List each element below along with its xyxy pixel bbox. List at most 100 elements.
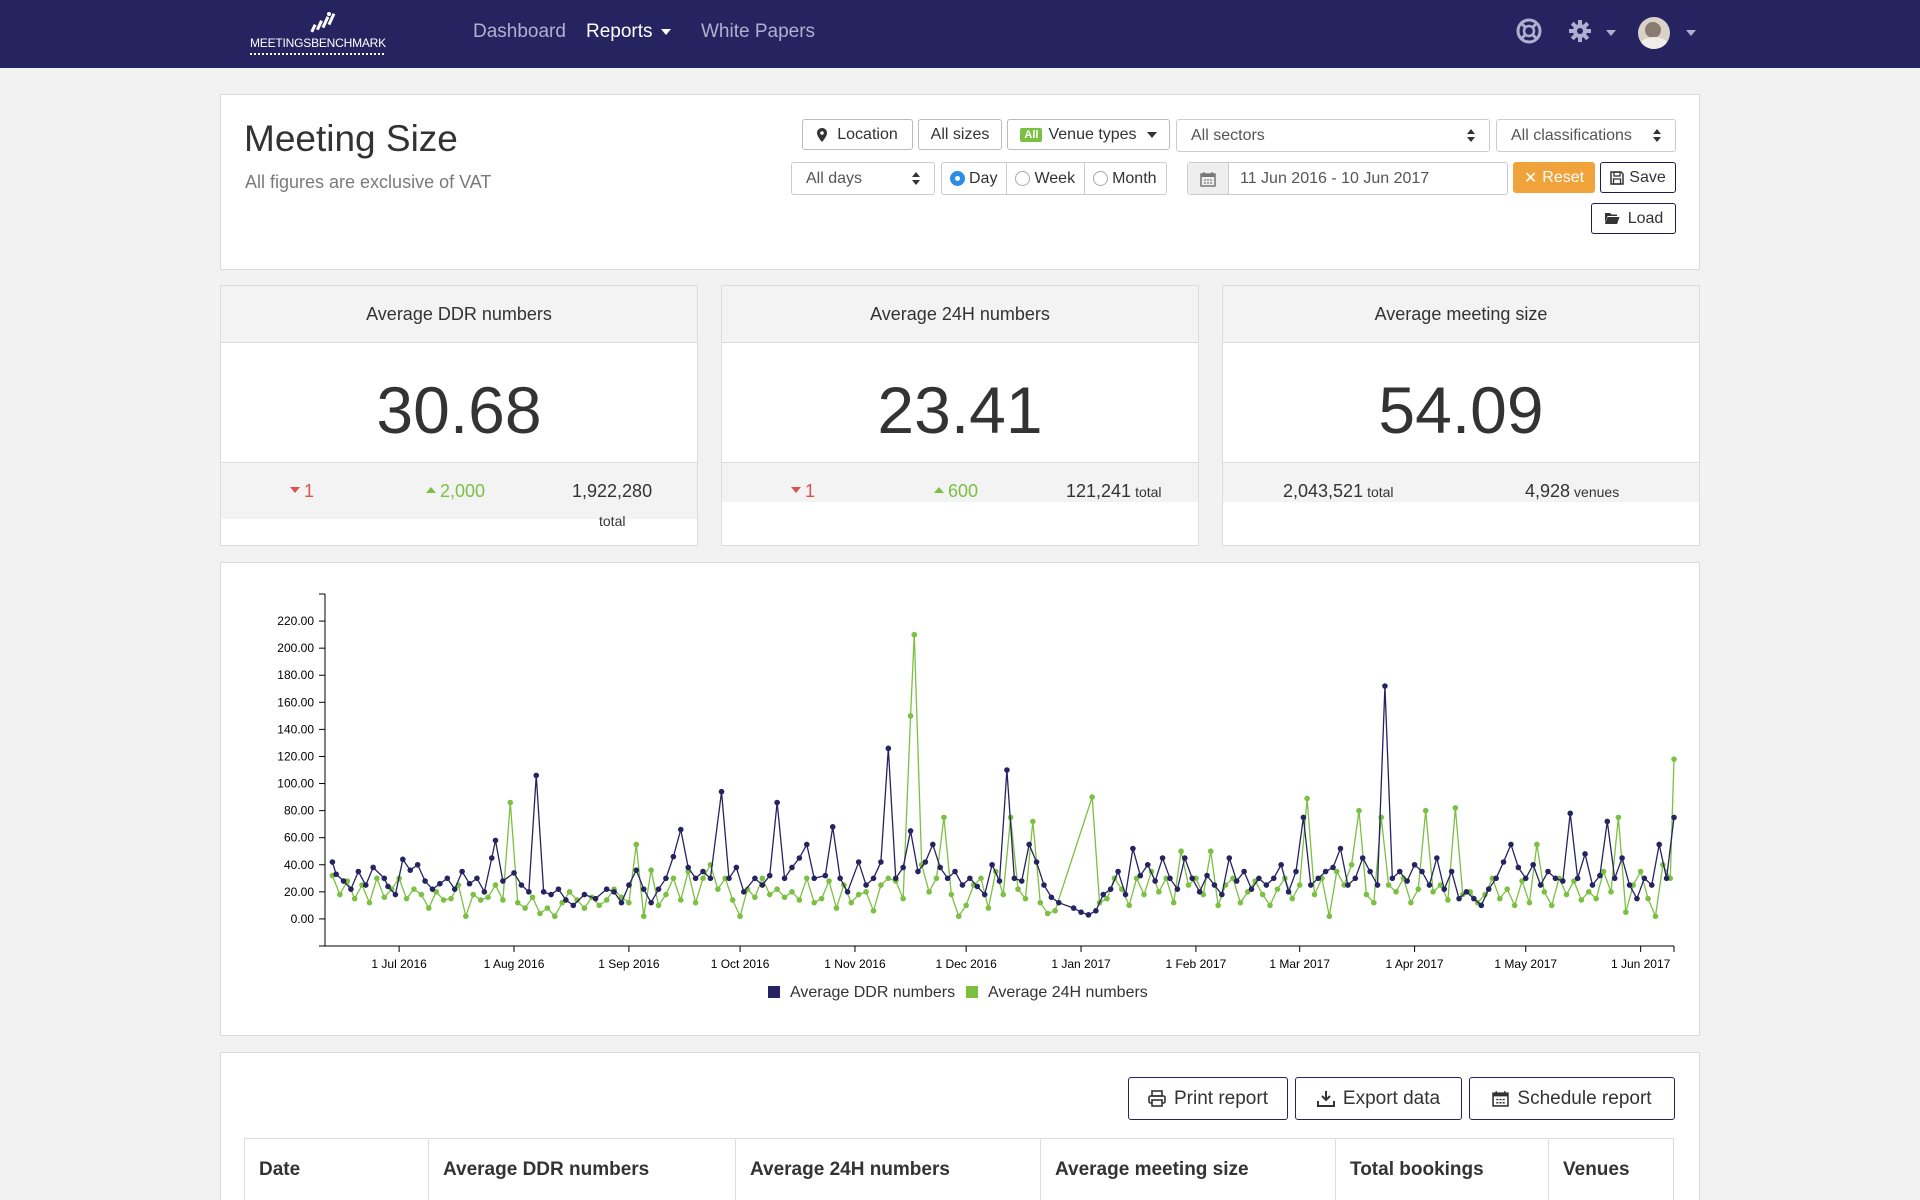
stat-max: 2,000 xyxy=(426,481,485,502)
radio-unchecked-icon xyxy=(1015,171,1031,186)
gear-caret-icon xyxy=(1606,30,1616,36)
stat-min: 1 xyxy=(791,481,815,502)
load-button[interactable]: Load xyxy=(1591,203,1676,234)
reset-button[interactable]: ✕ Reset xyxy=(1513,162,1595,193)
nav-reports[interactable]: Reports xyxy=(586,21,671,43)
download-icon xyxy=(1316,1091,1335,1107)
radio-month-label: Month xyxy=(1112,169,1157,187)
map-marker-icon xyxy=(817,127,828,142)
nav-reports-label: Reports xyxy=(586,21,653,42)
save-button[interactable]: Save xyxy=(1600,162,1676,193)
stat-min-value: 1 xyxy=(805,481,816,501)
logo-text: MEETINGSBENCHMARK xyxy=(250,36,386,50)
stat-title: Average DDR numbers xyxy=(221,286,697,343)
days-select[interactable]: All days xyxy=(791,162,935,195)
export-data-button[interactable]: Export data xyxy=(1295,1077,1462,1120)
schedule-label: Schedule report xyxy=(1517,1087,1652,1109)
stat-card-ddr: Average DDR numbers 30.68 1 2,000 1,922,… xyxy=(220,285,698,546)
radio-day-label: Day xyxy=(969,169,998,187)
stat-footer: 1 2,000 1,922,280 total xyxy=(221,462,697,529)
stat-max-value: 600 xyxy=(948,481,979,501)
stat-max: 600 xyxy=(934,481,978,502)
save-label: Save xyxy=(1629,168,1666,186)
avatar-body xyxy=(1640,37,1668,49)
caret-down-icon xyxy=(290,487,300,494)
venue-types-dropdown[interactable]: All Venue types xyxy=(1007,119,1170,150)
select-arrows-icon xyxy=(1467,129,1475,143)
stat-venues-value: 4,928 xyxy=(1525,481,1571,501)
stat-title: Average meeting size xyxy=(1223,286,1699,343)
data-table-header: Date Average DDR numbers Average 24H num… xyxy=(244,1138,1674,1200)
select-arrows-icon xyxy=(1653,129,1661,143)
lifebuoy-icon[interactable] xyxy=(1516,18,1542,44)
column-header-ddr[interactable]: Average DDR numbers xyxy=(429,1139,736,1200)
radio-week[interactable]: Week xyxy=(1007,163,1086,194)
table-card xyxy=(220,1052,1700,1200)
column-header-24h[interactable]: Average 24H numbers xyxy=(736,1139,1041,1200)
stat-total-label: total xyxy=(1367,484,1394,500)
calendar-icon xyxy=(1200,171,1216,187)
avatar-caret-icon xyxy=(1686,30,1696,36)
column-header-total-bookings[interactable]: Total bookings xyxy=(1336,1139,1549,1200)
radio-week-label: Week xyxy=(1034,169,1076,187)
location-button[interactable]: Location xyxy=(802,119,913,150)
stat-venues-label: venues xyxy=(1574,484,1620,500)
floppy-icon xyxy=(1610,170,1625,185)
stat-total-label: total xyxy=(1135,484,1162,500)
stat-total-value: 121,241 xyxy=(1066,481,1132,501)
caret-up-icon xyxy=(426,487,436,494)
stat-total-label: total xyxy=(599,513,626,529)
logo-icon xyxy=(310,12,336,33)
classifications-value: All classifications xyxy=(1511,126,1632,144)
nav-dashboard[interactable]: Dashboard xyxy=(473,21,566,42)
print-icon xyxy=(1148,1090,1166,1107)
chevron-down-icon xyxy=(1146,131,1157,138)
column-header-venues[interactable]: Venues xyxy=(1563,1159,1630,1180)
venue-types-label: Venue types xyxy=(1048,125,1137,143)
sectors-value: All sectors xyxy=(1191,126,1265,144)
schedule-report-button[interactable]: Schedule report xyxy=(1469,1077,1675,1120)
stat-card-24h: Average 24H numbers 23.41 1 600 121,241 t… xyxy=(721,285,1199,546)
gear-icon[interactable] xyxy=(1568,18,1592,44)
stat-venues: 4,928 venues xyxy=(1525,481,1619,502)
select-arrows-icon xyxy=(912,172,920,186)
caret-up-icon xyxy=(934,487,944,494)
date-range-value: 11 Jun 2016 - 10 Jun 2017 xyxy=(1240,169,1430,187)
stat-max-value: 2,000 xyxy=(440,481,486,501)
sectors-select[interactable]: All sectors xyxy=(1176,119,1490,152)
stat-total: 1,922,280 xyxy=(572,481,653,501)
stat-value: 54.09 xyxy=(1378,373,1544,447)
chart-card xyxy=(220,562,1700,1036)
user-avatar[interactable] xyxy=(1638,17,1670,49)
caret-down-icon xyxy=(660,28,671,35)
reset-label: Reset xyxy=(1542,168,1585,186)
classifications-select[interactable]: All classifications xyxy=(1496,119,1676,152)
stat-footer: 2,043,521 total 4,928 venues xyxy=(1223,462,1699,502)
radio-checked-icon xyxy=(950,171,965,186)
page-title: Meeting Size xyxy=(244,118,458,159)
load-label: Load xyxy=(1627,209,1664,227)
stat-footer: 1 600 121,241 total xyxy=(722,462,1198,502)
radio-month[interactable]: Month xyxy=(1085,163,1165,194)
date-addon xyxy=(1188,163,1229,194)
stat-card-meeting-size: Average meeting size 54.09 2,043,521 tota… xyxy=(1222,285,1700,546)
caret-down-icon xyxy=(791,487,801,494)
stat-value: 23.41 xyxy=(877,373,1043,447)
radio-day[interactable]: Day xyxy=(942,163,1008,194)
sizes-button[interactable]: All sizes xyxy=(918,119,1002,150)
radio-unchecked-icon xyxy=(1093,171,1109,186)
column-header-meeting-size[interactable]: Average meeting size xyxy=(1041,1139,1336,1200)
print-label: Print report xyxy=(1174,1087,1268,1109)
date-range-input[interactable]: 11 Jun 2016 - 10 Jun 2017 xyxy=(1187,162,1508,195)
column-header-date[interactable]: Date xyxy=(245,1139,429,1200)
venue-all-badge: All xyxy=(1020,127,1043,142)
stat-title: Average 24H numbers xyxy=(722,286,1198,343)
print-report-button[interactable]: Print report xyxy=(1128,1077,1288,1120)
days-value: All days xyxy=(806,169,863,187)
stat-total-value: 2,043,521 xyxy=(1283,481,1364,501)
location-label: Location xyxy=(837,125,898,143)
stat-value: 30.68 xyxy=(376,373,542,447)
nav-white-papers[interactable]: White Papers xyxy=(701,21,816,42)
meetingsbenchmark-logo[interactable]: MEETINGSBENCHMARK xyxy=(250,12,386,56)
stat-total: 2,043,521 total xyxy=(1283,481,1394,502)
